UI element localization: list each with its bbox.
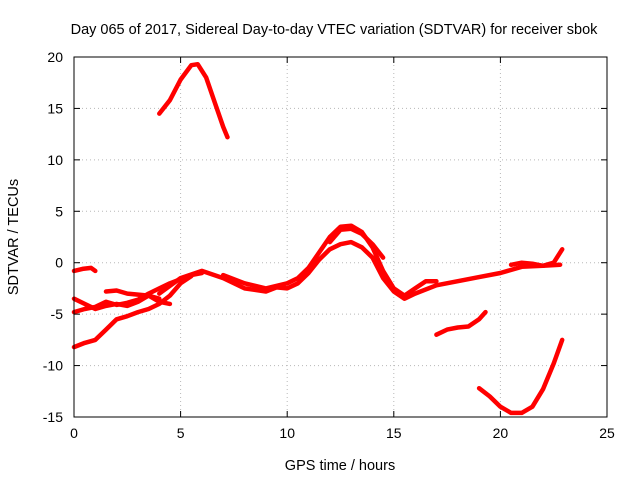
y-tick-label: 20	[47, 49, 63, 65]
series-arc-evening-deep	[476, 337, 565, 416]
y-tick-label: -15	[43, 409, 63, 425]
series-layer	[71, 61, 565, 416]
y-tick-label: 5	[55, 203, 63, 219]
series-arc-left-rise	[71, 270, 205, 315]
grid-lines	[74, 57, 607, 417]
series-arc-late-flat	[508, 247, 565, 269]
y-tick-label: -10	[43, 358, 63, 374]
x-tick-label: 20	[493, 425, 509, 441]
series-arc-evening-short	[434, 309, 488, 337]
x-tick-label: 0	[70, 425, 78, 441]
y-tick-label: 15	[47, 100, 63, 116]
x-tick-label: 15	[386, 425, 402, 441]
axis-ticks: 0 5 10 15 20 25 -15 -10 -5 0 5 10 15 20	[43, 49, 615, 441]
y-tick-label: 10	[47, 152, 63, 168]
x-tick-label: 10	[279, 425, 295, 441]
series-arc-left-bottom	[71, 273, 194, 350]
series-arc-high-peak	[157, 61, 230, 140]
x-tick-label: 25	[599, 425, 615, 441]
plot-frame	[73, 56, 608, 418]
y-axis-label: SDTVAR / TECUs	[6, 179, 22, 295]
series-arc-main-upper	[220, 223, 439, 298]
series-arc-main-middle	[327, 226, 386, 260]
x-tick-label: 5	[177, 425, 185, 441]
y-tick-label: 0	[55, 255, 63, 271]
series-arc-main-lower	[157, 239, 563, 301]
x-axis-label: GPS time / hours	[285, 458, 395, 474]
y-tick-label: -5	[51, 306, 64, 322]
series-arc-left-flat	[103, 288, 162, 301]
chart-title: Day 065 of 2017, Sidereal Day-to-day VTE…	[71, 22, 599, 38]
series-arc-left-top	[71, 265, 98, 274]
